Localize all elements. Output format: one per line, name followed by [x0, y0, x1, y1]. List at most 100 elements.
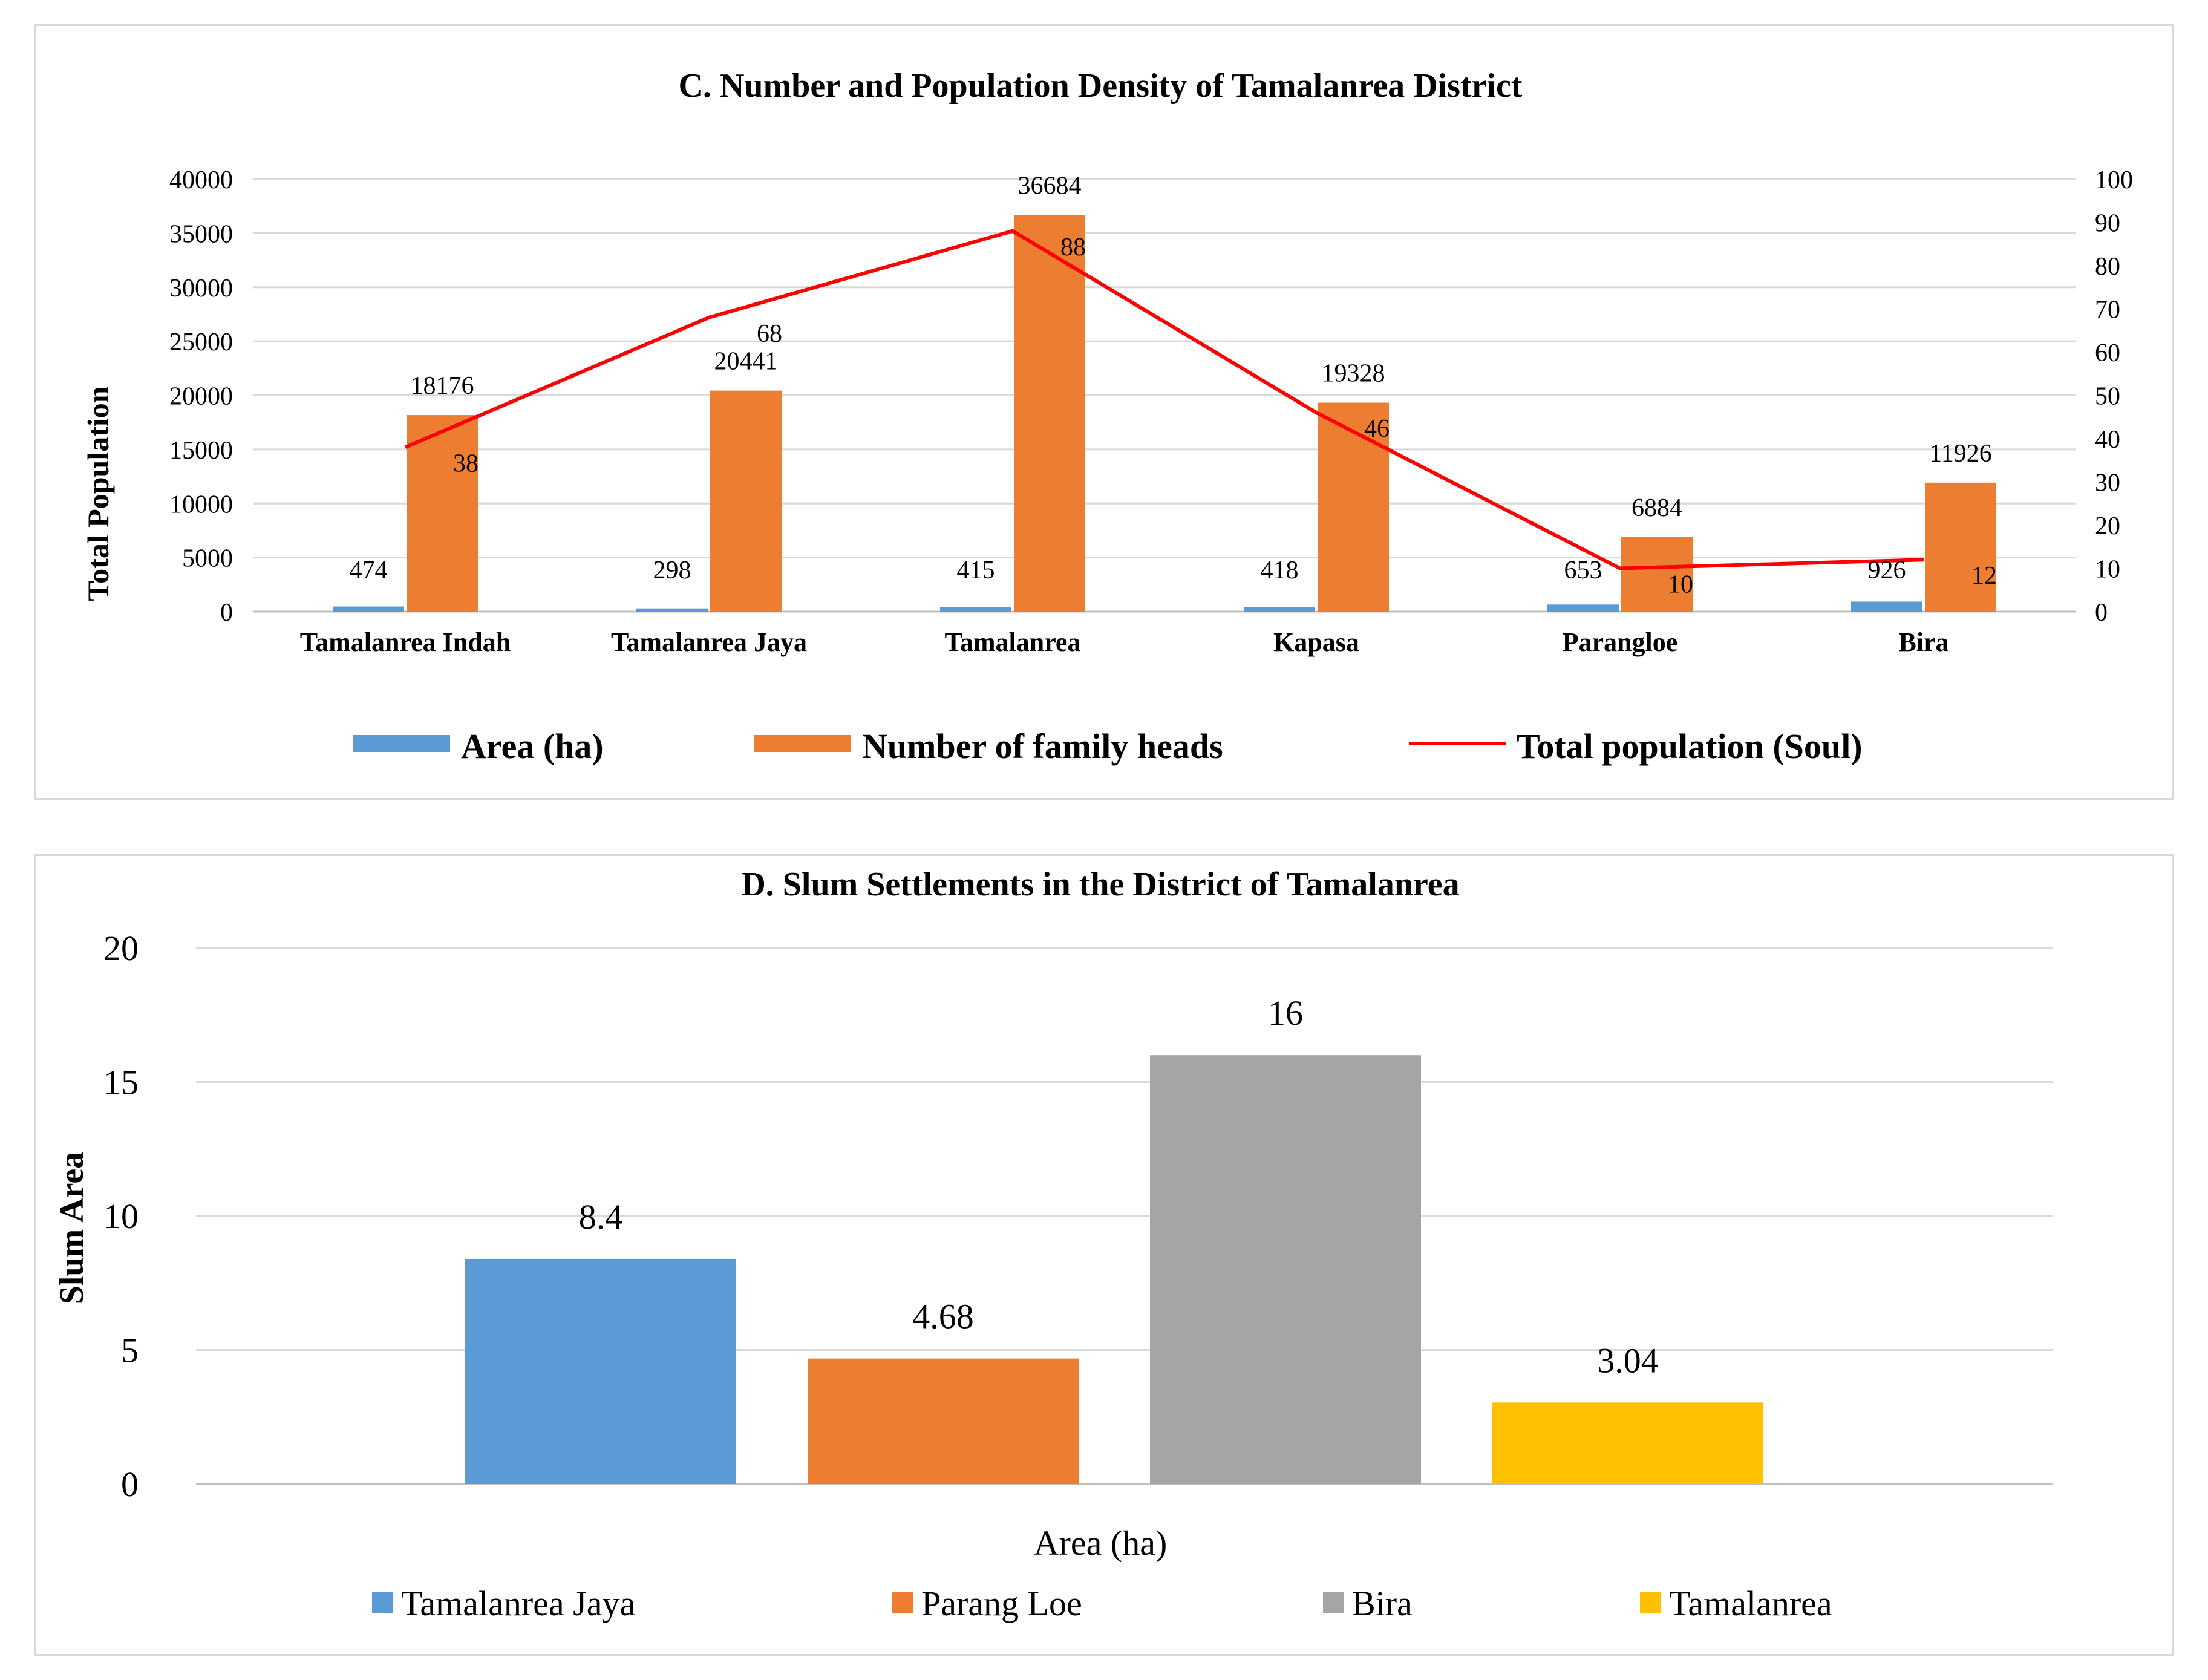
legend-swatch	[1640, 1592, 1661, 1613]
bar-area	[1244, 607, 1315, 612]
chart-c-gridlines	[253, 178, 2076, 613]
bar-family-heads	[1925, 482, 1996, 612]
data-label-family-heads: 20441	[714, 348, 778, 376]
y-tick-label: 15000	[169, 437, 233, 465]
y-tick-label: 35000	[169, 220, 233, 248]
chart-c-bars	[333, 215, 1996, 612]
chart-panel-c: C. Number and Population Density of Tama…	[34, 24, 2174, 800]
data-label-slum-area: 4.68	[912, 1297, 974, 1336]
chart-d-bars	[465, 1055, 1763, 1484]
legend-swatch-area	[353, 735, 450, 752]
data-label-total-population: 10	[1668, 571, 1693, 599]
bar-slum-area	[1150, 1055, 1421, 1484]
legend-label: Parang Loe	[921, 1584, 1082, 1623]
x-category-label: Bira	[1898, 627, 1948, 657]
chart-d-y-axis-label: Slum Area	[53, 1152, 91, 1305]
y-tick-label: 25000	[169, 328, 233, 356]
legend-label: Tamalanrea	[1669, 1584, 1832, 1623]
chart-panel-d: D. Slum Settlements in the District of T…	[34, 854, 2174, 1656]
chart-c-legend: Area (ha) Number of family heads Total pop…	[353, 727, 1863, 766]
data-label-family-heads: 11926	[1929, 440, 1991, 468]
y2-tick-label: 20	[2095, 512, 2120, 540]
bar-area	[1851, 601, 1922, 612]
y2-tick-label: 90	[2095, 210, 2120, 238]
legend-label-family-heads: Number of family heads	[862, 727, 1223, 766]
legend-label: Tamalanrea Jaya	[401, 1584, 635, 1623]
bar-slum-area	[808, 1358, 1079, 1484]
chart-d-svg: D. Slum Settlements in the District of T…	[53, 866, 2053, 1623]
data-label-total-population: 46	[1364, 415, 1390, 443]
chart-c-svg: C. Number and Population Density of Tama…	[81, 67, 2133, 766]
chart-c-y-axis-label: Total Population	[81, 386, 115, 601]
bar-family-heads	[407, 415, 478, 612]
chart-c-right-axis: 0 10 20 30 40 50 60 70 80 90 100	[2095, 166, 2133, 627]
bar-slum-area	[465, 1258, 736, 1484]
chart-c-x-axis: Tamalanrea Indah Tamalanrea Jaya Tamalanre…	[300, 627, 1949, 657]
bar-family-heads	[1318, 402, 1389, 612]
y-tick-label: 0	[121, 1465, 139, 1504]
y2-tick-label: 10	[2095, 556, 2120, 584]
y-tick-label: 30000	[169, 275, 233, 302]
y2-tick-label: 70	[2095, 296, 2120, 324]
x-category-label: Parangloe	[1563, 627, 1678, 657]
bar-area	[1547, 604, 1619, 612]
chart-d-data-labels: 8.4 4.68 16 3.04	[579, 993, 1659, 1380]
data-label-family-heads: 36684	[1018, 172, 1082, 200]
data-label-family-heads: 18176	[411, 372, 474, 400]
bar-area	[636, 608, 708, 612]
y2-tick-label: 30	[2095, 469, 2120, 497]
x-category-label: Kapasa	[1273, 627, 1359, 657]
y-tick-label: 0	[220, 599, 233, 627]
data-label-slum-area: 16	[1268, 993, 1303, 1033]
legend-label-area: Area (ha)	[461, 727, 604, 766]
chart-d-legend: Tamalanrea Jaya Parang Loe Bira Tamalanrea	[372, 1584, 1832, 1623]
y-tick-label: 20000	[169, 383, 233, 411]
data-label-total-population: 88	[1060, 234, 1086, 261]
y2-tick-label: 100	[2095, 166, 2133, 194]
bar-family-heads	[1014, 215, 1085, 612]
y-tick-label: 20	[103, 929, 139, 968]
chart-d-y-axis: 0 5 10 15 20	[103, 929, 139, 1504]
y2-tick-label: 80	[2095, 253, 2120, 281]
data-label-area: 298	[653, 557, 691, 584]
data-label-total-population: 38	[453, 449, 479, 477]
chart-d-x-axis-label: Area (ha)	[1034, 1523, 1168, 1563]
legend-swatch	[1323, 1592, 1344, 1613]
y2-tick-label: 50	[2095, 383, 2120, 411]
line-total-population	[404, 229, 1924, 570]
x-category-label: Tamalanrea	[945, 627, 1081, 657]
data-label-area: 926	[1868, 557, 1906, 584]
legend-swatch-family-heads	[754, 735, 851, 752]
y-tick-label: 10000	[169, 491, 233, 518]
data-label-slum-area: 3.04	[1597, 1341, 1659, 1380]
chart-c-line	[404, 229, 1924, 570]
bar-area	[940, 607, 1011, 612]
bar-area	[333, 606, 404, 612]
x-category-label: Tamalanrea Indah	[300, 627, 511, 657]
y-tick-label: 40000	[169, 166, 233, 194]
y2-tick-label: 40	[2095, 426, 2120, 454]
data-label-area: 415	[957, 557, 995, 584]
data-label-area: 418	[1261, 557, 1299, 584]
y2-tick-label: 60	[2095, 339, 2120, 367]
bar-family-heads	[1621, 537, 1693, 612]
chart-c-left-axis: 0 5000 10000 15000 20000 25000 30000 35000 40000	[169, 166, 233, 627]
y2-tick-label: 0	[2095, 599, 2108, 627]
data-label-slum-area: 8.4	[579, 1197, 623, 1237]
legend-swatch	[892, 1592, 913, 1613]
x-category-label: Tamalanrea Jaya	[611, 627, 807, 657]
data-label-total-population: 12	[1971, 562, 1997, 590]
chart-d-title: D. Slum Settlements in the District of T…	[741, 866, 1459, 903]
y-tick-label: 5000	[182, 545, 233, 573]
y-tick-label: 15	[103, 1063, 139, 1102]
bar-family-heads	[710, 390, 782, 612]
data-label-family-heads: 19328	[1322, 360, 1385, 388]
data-label-area: 653	[1564, 557, 1602, 584]
chart-c-title: C. Number and Population Density of Tama…	[679, 67, 1523, 105]
y-tick-label: 10	[103, 1197, 139, 1236]
legend-label-total-population: Total population (Soul)	[1517, 727, 1863, 766]
legend-label: Bira	[1352, 1584, 1413, 1623]
data-label-family-heads: 6884	[1632, 494, 1682, 522]
data-label-total-population: 68	[757, 320, 782, 348]
bar-slum-area	[1492, 1402, 1763, 1484]
